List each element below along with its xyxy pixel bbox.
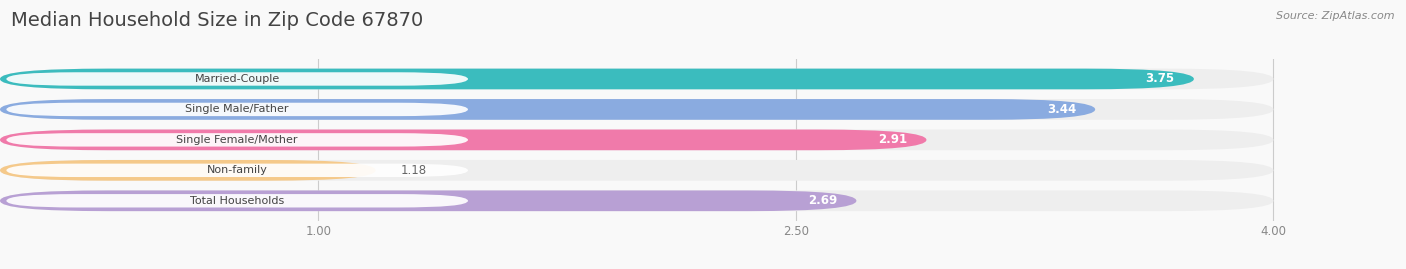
FancyBboxPatch shape: [7, 164, 468, 177]
Text: Total Households: Total Households: [190, 196, 284, 206]
FancyBboxPatch shape: [7, 72, 468, 86]
Text: Single Female/Mother: Single Female/Mother: [176, 135, 298, 145]
Text: 1.18: 1.18: [401, 164, 427, 177]
FancyBboxPatch shape: [0, 130, 927, 150]
FancyBboxPatch shape: [0, 190, 856, 211]
Text: 2.91: 2.91: [879, 133, 907, 146]
FancyBboxPatch shape: [7, 133, 468, 147]
FancyBboxPatch shape: [0, 99, 1274, 120]
Text: 3.75: 3.75: [1146, 72, 1175, 86]
Text: 3.44: 3.44: [1047, 103, 1076, 116]
Text: Married-Couple: Married-Couple: [194, 74, 280, 84]
FancyBboxPatch shape: [7, 194, 468, 207]
Text: Source: ZipAtlas.com: Source: ZipAtlas.com: [1277, 11, 1395, 21]
FancyBboxPatch shape: [7, 103, 468, 116]
Text: 2.69: 2.69: [808, 194, 838, 207]
Text: Single Male/Father: Single Male/Father: [186, 104, 290, 114]
FancyBboxPatch shape: [0, 160, 1274, 181]
Text: Non-family: Non-family: [207, 165, 267, 175]
FancyBboxPatch shape: [0, 160, 375, 181]
FancyBboxPatch shape: [0, 190, 1274, 211]
FancyBboxPatch shape: [0, 69, 1274, 89]
FancyBboxPatch shape: [0, 99, 1095, 120]
Text: Median Household Size in Zip Code 67870: Median Household Size in Zip Code 67870: [11, 11, 423, 30]
FancyBboxPatch shape: [0, 69, 1194, 89]
FancyBboxPatch shape: [0, 130, 1274, 150]
